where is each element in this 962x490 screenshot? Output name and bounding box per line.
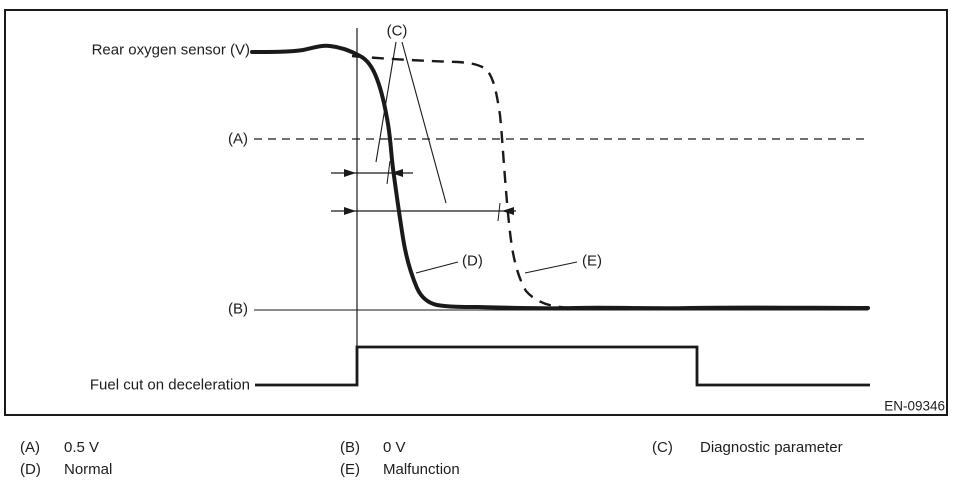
malfunction-response-curve xyxy=(351,54,585,310)
ref-d-label: (D) xyxy=(462,252,483,270)
legend-key: (B) xyxy=(340,439,360,456)
ref-b-label: (B) xyxy=(228,300,248,318)
legend-item: (B) 0 V xyxy=(340,440,406,455)
normal-response-curve xyxy=(250,43,870,311)
ref-e-label: (E) xyxy=(582,252,602,270)
legend-item: (A) 0.5 V xyxy=(20,440,99,455)
dimension-arrow-short xyxy=(331,160,413,185)
legend-item: (C) Diagnostic parameter xyxy=(652,440,843,455)
rear-oxygen-sensor-label: Rear oxygen sensor (V) xyxy=(91,41,250,59)
legend-item: (E) Malfunction xyxy=(340,462,460,477)
fuel-cut-label: Fuel cut on deceleration xyxy=(89,376,250,394)
legend-key: (C) xyxy=(652,439,673,456)
ref-c-leader-left xyxy=(375,41,397,163)
legend-value: Malfunction xyxy=(383,461,460,478)
figure-code: EN-09346 xyxy=(884,398,945,414)
ref-e-leader xyxy=(524,261,578,274)
legend-value: 0.5 V xyxy=(64,439,100,456)
legend-key: (D) xyxy=(20,461,41,478)
legend-value: Diagnostic parameter xyxy=(700,439,843,456)
dimension-arrow-long xyxy=(331,202,516,222)
legend-item: (D) Normal xyxy=(20,462,112,477)
legend-value: 0 V xyxy=(383,439,406,456)
ref-d-leader xyxy=(415,261,459,274)
ref-c-leader-right xyxy=(401,41,447,204)
fuel-cut-signal-trace xyxy=(255,345,870,387)
legend-key: (E) xyxy=(340,461,360,478)
ref-c-label: (C) xyxy=(386,22,408,40)
legend-key: (A) xyxy=(20,439,40,456)
ref-a-label: (A) xyxy=(228,130,248,148)
legend-value: Normal xyxy=(64,461,113,478)
